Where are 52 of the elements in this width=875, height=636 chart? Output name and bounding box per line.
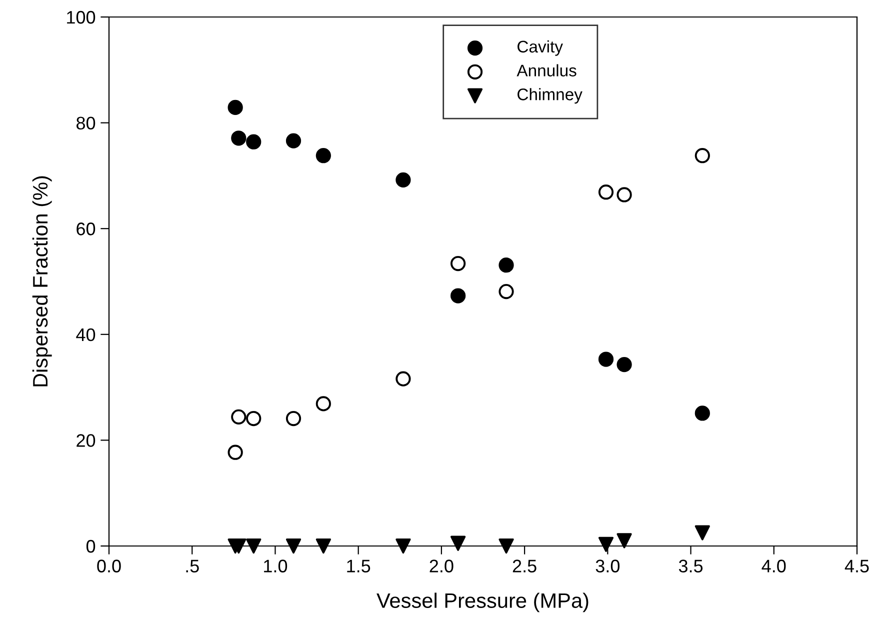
y-tick-label: 40 bbox=[76, 328, 96, 342]
point bbox=[228, 100, 243, 116]
y-axis-title: Dispersed Fraction (%) bbox=[32, 176, 52, 386]
x-tick-label: 3.0 bbox=[596, 560, 620, 572]
point bbox=[396, 538, 411, 554]
point bbox=[396, 371, 411, 386]
point bbox=[246, 410, 262, 426]
point bbox=[396, 172, 411, 188]
point bbox=[316, 396, 331, 412]
y-tick-label: 20 bbox=[76, 434, 96, 447]
legend-label: Chimney bbox=[518, 88, 582, 104]
point bbox=[694, 525, 710, 540]
point bbox=[450, 536, 466, 551]
x-tick-label: 3.5 bbox=[678, 560, 703, 572]
x-tick-label: 1.0 bbox=[264, 560, 288, 572]
point bbox=[598, 184, 614, 200]
point bbox=[498, 258, 514, 273]
point bbox=[228, 444, 243, 460]
y-tick-label: 100 bbox=[67, 10, 96, 24]
legend-label: Annulus bbox=[516, 64, 576, 76]
point bbox=[616, 356, 632, 372]
x-tick-label: 2.5 bbox=[512, 560, 536, 572]
legend-label: Cavity bbox=[518, 40, 563, 56]
point bbox=[616, 533, 632, 548]
x-axis-title: Vessel Pressure (MPa) bbox=[376, 592, 588, 612]
point bbox=[498, 538, 514, 554]
point bbox=[598, 536, 614, 552]
point bbox=[616, 187, 632, 202]
point bbox=[694, 406, 710, 421]
point bbox=[231, 409, 246, 424]
point bbox=[694, 148, 710, 164]
point bbox=[286, 410, 302, 426]
point bbox=[286, 538, 302, 554]
x-tick-label: 4.5 bbox=[844, 560, 869, 572]
point bbox=[450, 288, 466, 304]
x-tick-label: 4.0 bbox=[762, 560, 786, 572]
point bbox=[246, 538, 262, 554]
point bbox=[316, 538, 331, 554]
point bbox=[316, 148, 331, 164]
x-tick-label: 0.0 bbox=[97, 560, 121, 572]
y-tick-label: 60 bbox=[76, 222, 96, 236]
y-tick-label: 0 bbox=[86, 540, 96, 553]
x-tick-label: 2.0 bbox=[430, 560, 454, 572]
point bbox=[231, 130, 246, 146]
x-tick-label: .5 bbox=[186, 560, 199, 572]
x-tick-label: 1.5 bbox=[347, 560, 370, 572]
point bbox=[246, 134, 262, 150]
point bbox=[286, 133, 302, 148]
point bbox=[598, 352, 614, 367]
point bbox=[450, 256, 466, 272]
y-tick-label: 80 bbox=[76, 116, 96, 130]
point bbox=[498, 284, 514, 300]
